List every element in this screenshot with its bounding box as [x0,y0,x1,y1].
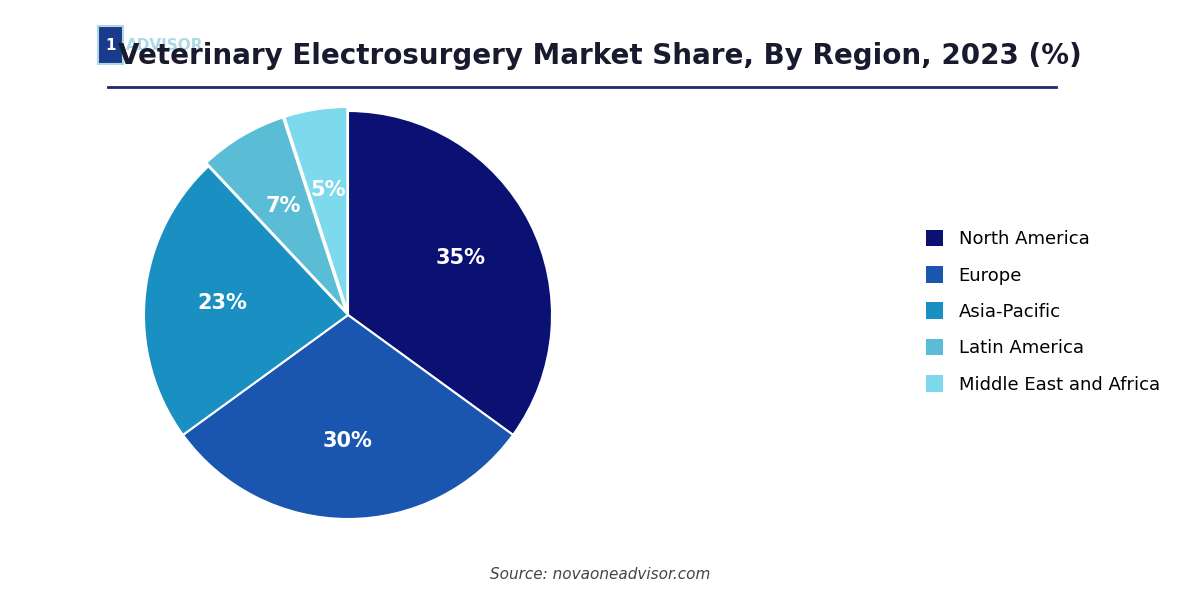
Text: Source: novaoneadvisor.com: Source: novaoneadvisor.com [490,567,710,582]
Wedge shape [182,315,514,519]
FancyBboxPatch shape [97,26,122,64]
Text: Veterinary Electrosurgery Market Share, By Region, 2023 (%): Veterinary Electrosurgery Market Share, … [118,42,1082,70]
Text: 7%: 7% [266,196,301,216]
Text: 5%: 5% [311,180,346,200]
Wedge shape [284,107,347,311]
Wedge shape [348,111,552,435]
Legend: North America, Europe, Asia-Pacific, Latin America, Middle East and Africa: North America, Europe, Asia-Pacific, Lat… [919,223,1166,401]
Wedge shape [144,166,348,435]
Wedge shape [206,118,346,311]
Text: ADVISOR: ADVISOR [126,37,204,52]
Text: 1: 1 [106,37,115,52]
Text: 23%: 23% [197,293,247,313]
Text: 30%: 30% [323,431,373,451]
Text: 35%: 35% [436,248,486,268]
Text: NOVA: NOVA [25,37,73,52]
